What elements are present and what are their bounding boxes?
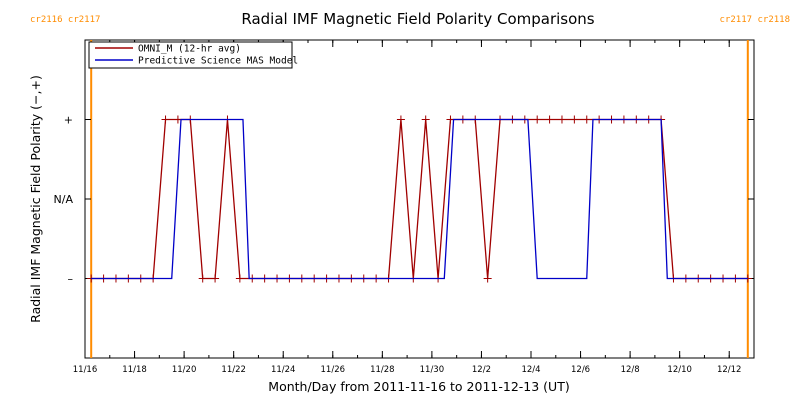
legend: OMNI_M (12-hr avg) Predictive Science MA… — [88, 41, 298, 69]
series-line-1 — [91, 118, 748, 280]
x-tick-label: 11/22 — [221, 365, 246, 375]
x-tick-label: 11/28 — [370, 365, 395, 375]
rotation-label: cr2117 cr2118 — [720, 15, 790, 25]
legend-label-mas: Predictive Science MAS Model — [138, 56, 298, 67]
data-point — [421, 115, 430, 124]
data-point — [570, 115, 579, 124]
legend-box — [88, 41, 293, 69]
x-tick-label: 12/8 — [621, 365, 640, 375]
data-point — [483, 274, 492, 283]
rotation-label: cr2116 cr2117 — [30, 15, 100, 25]
x-tick-label: 11/18 — [122, 365, 147, 375]
data-point — [582, 115, 591, 124]
data-point — [161, 115, 170, 124]
data-point — [545, 115, 554, 124]
y-axis: + N/A – — [54, 114, 754, 286]
x-tick-label: 12/6 — [571, 365, 590, 375]
series-line-0 — [91, 118, 748, 280]
chart-title: Radial IMF Magnetic Field Polarity Compa… — [241, 10, 594, 28]
x-tick-label: 11/16 — [73, 365, 98, 375]
x-tick-label: 11/24 — [271, 365, 296, 375]
data-point — [198, 274, 207, 283]
x-tick-label: 12/10 — [667, 365, 692, 375]
data-point — [557, 115, 566, 124]
data-point — [533, 115, 542, 124]
x-tick-label: 11/30 — [420, 365, 445, 375]
y-axis-label: Radial IMF Magnetic Field Polarity (−,+) — [28, 75, 43, 323]
data-point — [396, 115, 405, 124]
legend-label-omni: OMNI_M (12-hr avg) — [138, 44, 241, 55]
series-layer — [87, 115, 752, 283]
x-tick-label: 12/2 — [472, 365, 491, 375]
y-tick-label: – — [68, 273, 74, 286]
x-tick-label: 12/12 — [717, 365, 742, 375]
rotation-lines — [90, 40, 749, 358]
rotation-labels: cr2116 cr2117 cr2117 cr2118 — [30, 15, 790, 25]
data-point — [235, 274, 244, 283]
x-tick-label: 12/4 — [521, 365, 540, 375]
x-axis-label: Month/Day from 2011-11-16 to 2011-12-13 … — [268, 379, 569, 394]
x-axis: 11/16 11/18 11/20 11/22 11/24 11/26 11/28 11/30… — [73, 40, 755, 375]
y-tick-label: + — [64, 114, 73, 127]
x-tick-label: 11/26 — [321, 365, 346, 375]
y-tick-label: N/A — [54, 193, 74, 206]
x-tick-label: 11/20 — [172, 365, 197, 375]
data-point — [211, 274, 220, 283]
